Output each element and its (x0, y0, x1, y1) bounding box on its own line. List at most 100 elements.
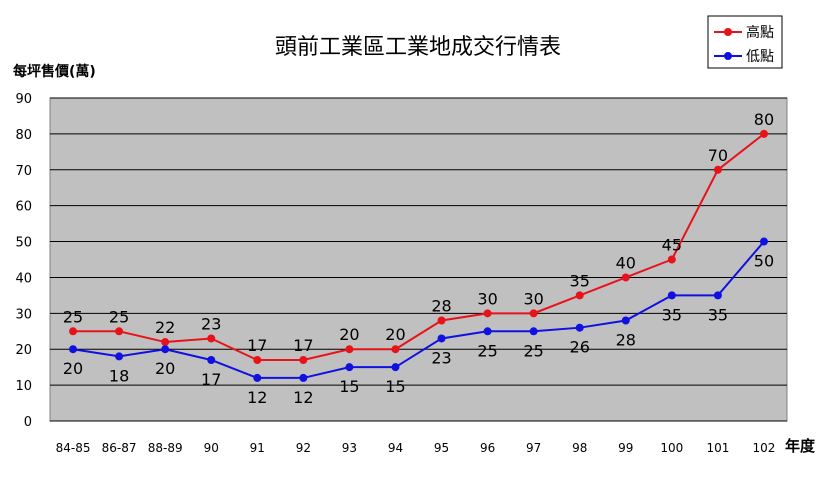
data-label: 26 (570, 338, 590, 357)
data-label: 35 (662, 305, 682, 324)
data-point (667, 291, 676, 300)
data-point (161, 345, 170, 354)
data-point (437, 334, 446, 343)
legend-swatch-marker (724, 52, 732, 60)
data-point (115, 352, 124, 361)
data-point (345, 363, 354, 372)
data-point (253, 355, 262, 364)
x-tick-label: 84-85 (56, 441, 91, 455)
legend-label: 高點 (746, 24, 774, 41)
data-label: 50 (754, 252, 774, 271)
y-tick-label: 90 (15, 92, 32, 107)
data-label: 25 (477, 341, 497, 360)
legend-swatch-marker (724, 28, 732, 36)
data-label: 18 (109, 366, 129, 385)
data-point (69, 345, 78, 354)
data-label: 30 (523, 289, 543, 308)
data-point (759, 237, 768, 246)
data-point (207, 334, 216, 343)
data-label: 17 (201, 370, 221, 389)
x-tick-label: 90 (204, 441, 219, 455)
y-tick-label: 0 (24, 415, 32, 430)
y-tick-label: 50 (15, 236, 32, 251)
data-label: 25 (109, 307, 129, 326)
data-point (713, 291, 722, 300)
plot-area: 0 10 20 30 40 50 60 70 80 90 84-85 86-87 88-89 90 91 92… (15, 92, 788, 455)
data-label: 12 (293, 388, 313, 407)
series-line-high (73, 133, 765, 361)
data-point (207, 355, 216, 364)
data-label: 12 (247, 388, 267, 407)
data-label: 17 (293, 336, 313, 355)
data-point (115, 327, 124, 336)
y-tick-label: 10 (15, 379, 32, 394)
data-point (759, 129, 768, 138)
legend-label: 低點 (746, 49, 774, 65)
legend-box (707, 15, 783, 69)
data-label: 25 (63, 307, 83, 326)
plot-background (49, 97, 788, 422)
data-point (299, 355, 308, 364)
data-point (345, 345, 354, 354)
data-label: 20 (155, 359, 175, 378)
data-label: 40 (616, 253, 636, 272)
data-label: 17 (247, 336, 267, 355)
x-tick-label: 86-87 (102, 441, 137, 455)
data-label: 15 (385, 377, 405, 396)
data-point (299, 373, 308, 382)
data-label: 80 (754, 110, 774, 129)
x-tick-label: 94 (388, 441, 403, 455)
data-point (69, 327, 78, 336)
x-tick-label: 91 (250, 441, 265, 455)
data-point (529, 309, 538, 318)
data-label: 23 (201, 314, 221, 333)
data-point (483, 309, 492, 318)
data-label: 20 (385, 325, 405, 344)
x-tick-label: 101 (706, 441, 729, 455)
y-tick-label: 40 (15, 271, 32, 286)
data-label: 28 (431, 297, 451, 316)
data-point (575, 291, 584, 300)
data-label: 45 (662, 236, 682, 255)
x-tick-label: 92 (296, 441, 311, 455)
data-point (483, 327, 492, 336)
data-point (391, 363, 400, 372)
data-point (575, 323, 584, 332)
data-label: 23 (431, 348, 451, 367)
data-label: 20 (63, 359, 83, 378)
data-label: 35 (708, 305, 728, 324)
x-tick-label: 95 (434, 441, 449, 455)
y-tick-label: 20 (15, 343, 32, 358)
data-label: 15 (339, 377, 359, 396)
data-point (391, 345, 400, 354)
x-tick-label: 99 (618, 441, 633, 455)
data-label: 35 (570, 271, 590, 290)
series-line-low (72, 240, 765, 379)
y-tick-label: 30 (15, 307, 32, 322)
y-tick-label: 80 (15, 128, 32, 143)
data-label: 22 (155, 318, 175, 337)
data-point (437, 316, 446, 325)
y-tick-label: 70 (15, 164, 32, 179)
data-point (667, 255, 676, 264)
data-label: 28 (616, 331, 636, 350)
x-axis-label: 年度 (785, 437, 816, 455)
y-axis-label: 每坪售價(萬) (13, 63, 96, 80)
x-tick-label: 88-89 (148, 441, 183, 455)
data-point (253, 373, 262, 382)
x-tick-label: 98 (572, 441, 587, 455)
x-tick-label: 102 (753, 441, 776, 455)
chart-title: 頭前工業區工業地成交行情表 (275, 35, 561, 60)
x-tick-label: 97 (526, 441, 541, 455)
x-tick-label: 93 (342, 441, 357, 455)
y-tick-label: 60 (15, 200, 32, 215)
data-label: 70 (708, 146, 728, 165)
data-point (161, 338, 170, 347)
data-point (621, 273, 630, 282)
data-label: 30 (477, 289, 497, 308)
data-point (529, 327, 538, 336)
x-tick-label: 100 (660, 441, 683, 455)
